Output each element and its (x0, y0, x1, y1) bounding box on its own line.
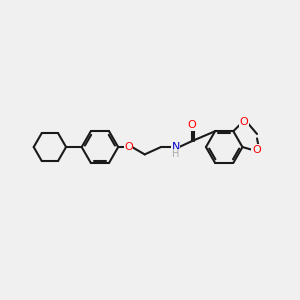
Text: H: H (172, 149, 179, 159)
Text: O: O (240, 117, 249, 128)
Text: N: N (171, 142, 180, 152)
Text: O: O (124, 142, 133, 152)
Text: O: O (252, 145, 261, 155)
Text: O: O (188, 120, 196, 130)
